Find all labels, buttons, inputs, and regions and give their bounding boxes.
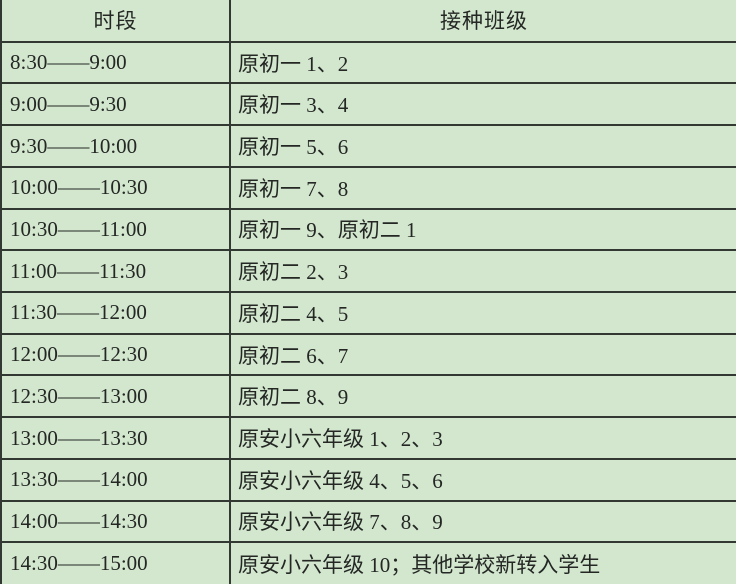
time-slot-cell: 11:30——12:00: [0, 292, 230, 335]
class-group-cell: 原初二 4、5: [229, 292, 736, 335]
table-row: 12:30——13:00 原初二 8、9: [0, 375, 736, 419]
table-row: 8:30——9:00 原初一 1、2: [0, 41, 736, 85]
class-group-cell: 原初二 2、3: [229, 250, 736, 294]
schedule-table-body: 8:30——9:00 原初一 1、2 9:00——9:30 原初一 3、4 9:30——…: [0, 41, 736, 584]
class-group-cell: 原安小六年级 4、5、6: [229, 458, 736, 502]
class-group-cell: 原初一 9、原初二 1: [229, 208, 736, 252]
time-slot-cell: 14:30——15:00: [0, 542, 230, 584]
class-group-cell: 原初二 6、7: [229, 333, 736, 377]
table-row: 10:30——11:00 原初一 9、原初二 1: [0, 208, 736, 252]
class-group-cell: 原初一 3、4: [229, 83, 736, 127]
time-slot-cell: 14:00——14:30: [0, 500, 230, 544]
time-slot-cell: 13:30——14:00: [0, 458, 230, 502]
header-row: 时段 接种班级: [0, 0, 736, 43]
time-slot-cell: 9:00——9:30: [0, 83, 230, 127]
class-group-cell: 原初一 5、6: [229, 125, 736, 168]
class-group-cell: 原初一 7、8: [229, 166, 736, 210]
time-slot-cell: 10:00——10:30: [0, 166, 230, 210]
table-row: 12:00——12:30 原初二 6、7: [0, 333, 736, 377]
table-row: 10:00——10:30 原初一 7、8: [0, 166, 736, 210]
time-slot-cell: 13:00——13:30: [0, 417, 230, 460]
time-slot-cell: 8:30——9:00: [0, 41, 230, 85]
class-group-cell: 原安小六年级 7、8、9: [229, 500, 736, 544]
time-column-header: 时段: [0, 0, 230, 43]
table-row: 13:00——13:30 原安小六年级 1、2、3: [0, 417, 736, 460]
time-slot-cell: 12:00——12:30: [0, 333, 230, 377]
class-group-cell: 原初一 1、2: [229, 41, 736, 85]
table-row: 9:00——9:30 原初一 3、4: [0, 83, 736, 127]
table-row: 11:00——11:30 原初二 2、3: [0, 250, 736, 294]
table-row: 9:30——10:00 原初一 5、6: [0, 125, 736, 168]
classes-column-header: 接种班级: [229, 0, 736, 43]
class-group-cell: 原安小六年级 1、2、3: [229, 417, 736, 460]
table-row: 13:30——14:00 原安小六年级 4、5、6: [0, 458, 736, 502]
class-group-cell: 原初二 8、9: [229, 375, 736, 419]
table-row: 11:30——12:00 原初二 4、5: [0, 292, 736, 335]
table-row: 14:00——14:30 原安小六年级 7、8、9: [0, 500, 736, 544]
time-slot-cell: 11:00——11:30: [0, 250, 230, 294]
table-row: 14:30——15:00 原安小六年级 10；其他学校新转入学生: [0, 542, 736, 584]
time-slot-cell: 10:30——11:00: [0, 208, 230, 252]
class-group-cell: 原安小六年级 10；其他学校新转入学生: [229, 542, 736, 584]
time-slot-cell: 9:30——10:00: [0, 125, 230, 168]
time-slot-cell: 12:30——13:00: [0, 375, 230, 419]
